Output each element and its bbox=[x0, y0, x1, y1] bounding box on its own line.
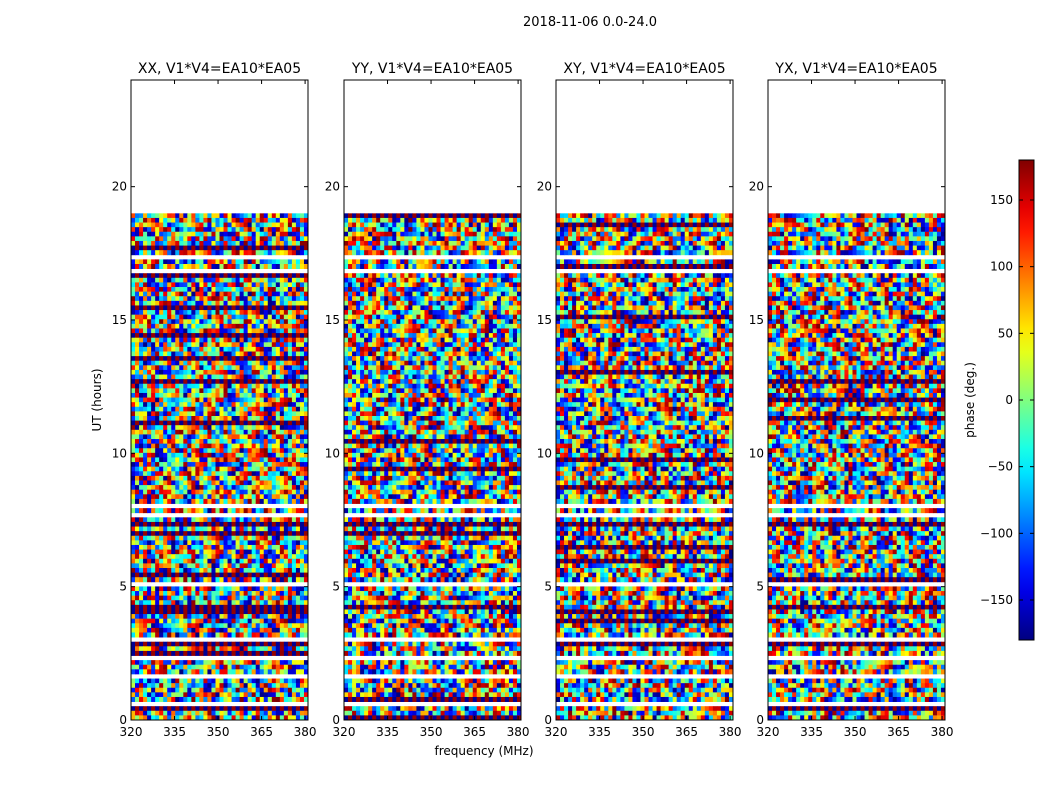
x-tick-label: 350 bbox=[844, 725, 867, 739]
panel-title: XX, V1*V4=EA10*EA05 bbox=[138, 61, 301, 77]
y-tick-label: 0 bbox=[756, 713, 764, 727]
panel-title: YY, V1*V4=EA10*EA05 bbox=[351, 61, 513, 77]
colorbar: −150 −100 −50 0 50 100 150 bbox=[980, 159, 1035, 641]
y-tick-label: 15 bbox=[325, 313, 340, 327]
x-tick-label: 320 bbox=[545, 725, 568, 739]
y-tick-label: 20 bbox=[112, 180, 127, 194]
x-tick-label: 380 bbox=[507, 725, 530, 739]
panels-group: XX, V1*V4=EA10*EA05 320 335 350 365 380 0 5 10 15… bbox=[112, 61, 954, 739]
x-tick-label: 335 bbox=[800, 725, 823, 739]
y-tick-label: 10 bbox=[749, 446, 764, 460]
y-tick-label: 15 bbox=[537, 313, 552, 327]
y-tick-label: 0 bbox=[332, 713, 340, 727]
colorbar-tick-label: −50 bbox=[988, 460, 1013, 474]
y-tick-label: 0 bbox=[119, 713, 127, 727]
colorbar-tick-label: 0 bbox=[1005, 393, 1013, 407]
y-tick-label: 20 bbox=[749, 180, 764, 194]
panel-frame bbox=[343, 79, 522, 721]
colorbar-tick-label: 50 bbox=[998, 326, 1013, 340]
colorbar-label: phase (deg.) bbox=[963, 362, 977, 438]
x-tick-label: 365 bbox=[887, 725, 910, 739]
x-tick-label: 320 bbox=[120, 725, 143, 739]
y-tick-label: 10 bbox=[537, 446, 552, 460]
x-tick-label: 365 bbox=[463, 725, 486, 739]
phase-heatmap-yx bbox=[768, 213, 945, 720]
x-tick-label: 320 bbox=[757, 725, 780, 739]
panel-frame bbox=[130, 79, 309, 721]
y-tick-label: 20 bbox=[325, 180, 340, 194]
colorbar-tick-label: −150 bbox=[980, 593, 1013, 607]
colorbar-tick-label: −100 bbox=[980, 526, 1013, 540]
y-tick-label: 15 bbox=[112, 313, 127, 327]
panel-xy: XY, V1*V4=EA10*EA05 320 335 350 365 380 0 5 10 15… bbox=[537, 61, 742, 739]
y-tick-label: 5 bbox=[544, 580, 552, 594]
panel-title: XY, V1*V4=EA10*EA05 bbox=[563, 61, 725, 77]
y-tick-label: 15 bbox=[749, 313, 764, 327]
y-tick-label: 5 bbox=[756, 580, 764, 594]
x-tick-label: 350 bbox=[207, 725, 230, 739]
x-tick-label: 350 bbox=[632, 725, 655, 739]
x-axis-label: frequency (MHz) bbox=[434, 744, 533, 758]
x-tick-label: 350 bbox=[420, 725, 443, 739]
panel-xx: XX, V1*V4=EA10*EA05 320 335 350 365 380 0 5 10 15… bbox=[112, 61, 317, 739]
x-tick-label: 335 bbox=[163, 725, 186, 739]
y-tick-label: 10 bbox=[325, 446, 340, 460]
y-tick-label: 20 bbox=[537, 180, 552, 194]
colorbar-tick-label: 150 bbox=[990, 193, 1013, 207]
panel-title: YX, V1*V4=EA10*EA05 bbox=[774, 61, 937, 77]
panel-yx: YX, V1*V4=EA10*EA05 320 335 350 365 380 0 5 10 15… bbox=[749, 61, 954, 739]
x-tick-label: 380 bbox=[931, 725, 954, 739]
x-tick-label: 365 bbox=[250, 725, 273, 739]
x-tick-label: 320 bbox=[333, 725, 356, 739]
phase-heatmap-yy bbox=[344, 213, 521, 720]
y-tick-label: 10 bbox=[112, 446, 127, 460]
panel-frame bbox=[767, 79, 946, 721]
y-tick-label: 5 bbox=[332, 580, 340, 594]
x-tick-label: 365 bbox=[675, 725, 698, 739]
y-tick-label: 0 bbox=[544, 713, 552, 727]
panel-frame bbox=[555, 79, 734, 721]
x-tick-label: 335 bbox=[588, 725, 611, 739]
x-tick-label: 335 bbox=[376, 725, 399, 739]
y-tick-label: 5 bbox=[119, 580, 127, 594]
x-tick-label: 380 bbox=[719, 725, 742, 739]
phase-heatmap-xy bbox=[556, 213, 733, 720]
x-tick-label: 380 bbox=[294, 725, 317, 739]
figure-suptitle: 2018-11-06 0.0-24.0 bbox=[523, 15, 657, 30]
panel-yy: YY, V1*V4=EA10*EA05 320 335 350 365 380 0 5 10 15… bbox=[325, 61, 530, 739]
phase-heatmap-xx bbox=[131, 213, 308, 720]
colorbar-tick-label: 100 bbox=[990, 260, 1013, 274]
y-axis-label: UT (hours) bbox=[90, 368, 104, 431]
